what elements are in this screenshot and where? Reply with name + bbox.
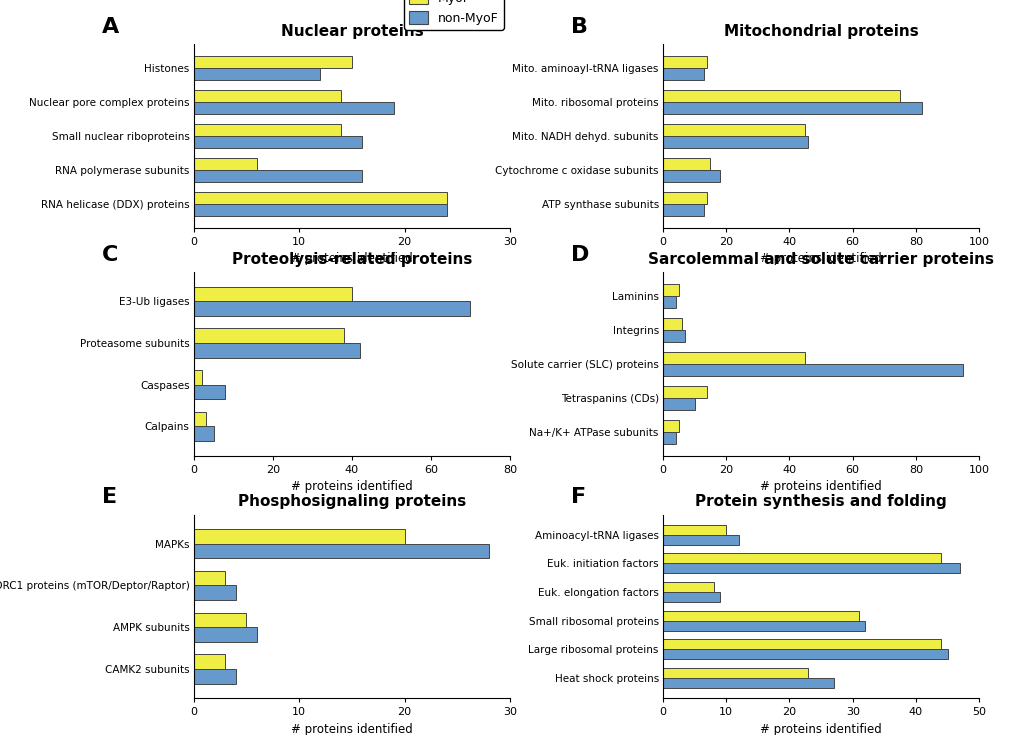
Bar [662, 639, 941, 650]
Text: E: E [102, 487, 117, 507]
Bar [662, 102, 921, 114]
Bar [662, 553, 941, 563]
X-axis label: # proteins identified: # proteins identified [759, 252, 881, 265]
Bar [662, 284, 679, 295]
Title: Proteolysis-related proteins: Proteolysis-related proteins [231, 251, 472, 267]
Bar [194, 287, 352, 301]
Bar [662, 420, 679, 432]
X-axis label: # proteins identified: # proteins identified [759, 723, 881, 735]
Bar [662, 534, 738, 545]
Bar [194, 204, 446, 216]
Bar [662, 318, 682, 330]
Bar [194, 426, 213, 441]
Title: Nuclear proteins: Nuclear proteins [280, 24, 423, 39]
Bar [662, 563, 959, 573]
Bar [662, 295, 675, 308]
Text: B: B [571, 17, 588, 37]
Bar [662, 68, 703, 80]
Bar [194, 571, 225, 586]
Bar [662, 170, 719, 182]
Title: Phosphosignaling proteins: Phosphosignaling proteins [237, 494, 466, 509]
Bar [662, 611, 858, 621]
Bar [194, 124, 341, 136]
Bar [662, 386, 706, 398]
Bar [662, 192, 706, 204]
Legend: MyoF, non-MyoF: MyoF, non-MyoF [404, 0, 503, 29]
Bar [662, 650, 947, 659]
Bar [194, 68, 320, 80]
Bar [194, 192, 446, 204]
Bar [194, 654, 225, 669]
Bar [662, 525, 726, 534]
Bar [662, 621, 864, 631]
Text: C: C [102, 245, 118, 265]
Title: Mitochondrial proteins: Mitochondrial proteins [723, 24, 917, 39]
Text: A: A [102, 17, 119, 37]
Bar [662, 90, 900, 102]
Bar [662, 124, 805, 136]
X-axis label: # proteins identified: # proteins identified [290, 723, 413, 735]
Bar [194, 170, 362, 182]
Title: Sarcolemmal and solute carrier proteins: Sarcolemmal and solute carrier proteins [647, 251, 994, 267]
Text: D: D [571, 245, 589, 265]
Bar [194, 136, 362, 148]
Bar [194, 544, 488, 559]
Bar [662, 432, 675, 444]
X-axis label: # proteins identified: # proteins identified [759, 480, 881, 493]
Bar [194, 384, 225, 399]
Bar [194, 412, 206, 426]
Bar [194, 102, 393, 114]
Bar [194, 529, 405, 544]
Bar [662, 330, 685, 342]
Bar [194, 370, 202, 384]
Bar [194, 586, 235, 600]
Text: F: F [571, 487, 586, 507]
Bar [662, 398, 694, 410]
Bar [662, 136, 808, 148]
Bar [194, 158, 257, 170]
X-axis label: # proteins identified: # proteins identified [290, 480, 413, 493]
Bar [662, 668, 808, 678]
Bar [194, 343, 360, 357]
Bar [662, 582, 713, 592]
Bar [194, 90, 341, 102]
Bar [194, 329, 343, 343]
Title: Protein synthesis and folding: Protein synthesis and folding [695, 494, 946, 509]
Bar [662, 364, 963, 376]
Bar [194, 627, 257, 642]
Bar [194, 56, 352, 68]
Bar [662, 158, 710, 170]
Bar [194, 669, 235, 684]
Bar [662, 352, 805, 364]
Bar [662, 592, 719, 602]
Bar [194, 301, 470, 316]
X-axis label: # proteins identified: # proteins identified [290, 252, 413, 265]
Bar [662, 678, 833, 688]
Bar [662, 56, 706, 68]
Bar [662, 204, 703, 216]
Bar [194, 613, 247, 627]
